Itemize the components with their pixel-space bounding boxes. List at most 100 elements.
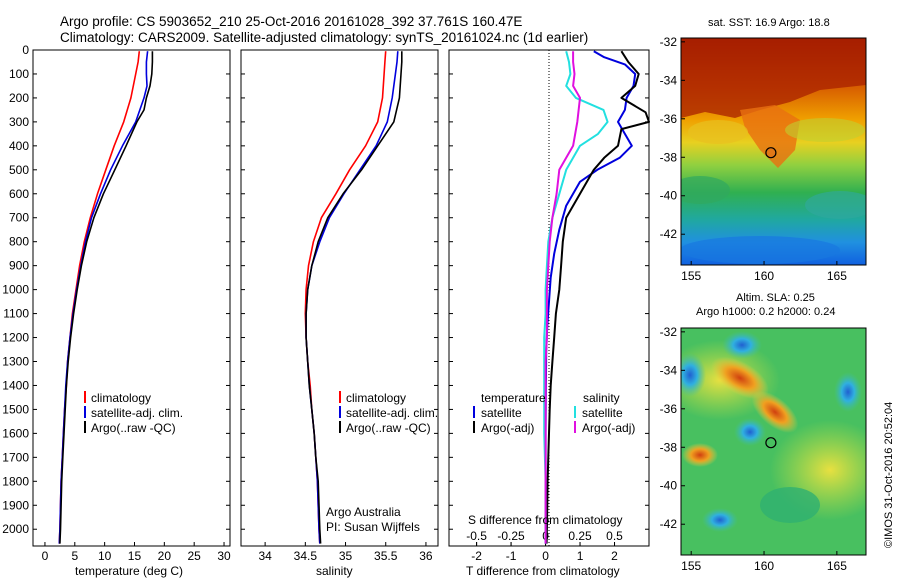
map-y-tick-label: -34: [660, 363, 678, 377]
x-tick-label: -0.5: [466, 529, 487, 543]
x-tick-label: 5: [71, 549, 78, 563]
x-tick-label: 20: [158, 549, 172, 563]
x-tick-label: 0.5: [606, 529, 623, 543]
copyright-text: ©IMOS 31-Oct-2016 20:52:04: [883, 402, 895, 548]
y-tick-label: 1100: [3, 307, 29, 321]
y-tick-label: 900: [9, 259, 29, 273]
salinity-series: [304, 51, 403, 544]
map-y-tick-label: -32: [660, 35, 678, 49]
x-tick-label: 0: [42, 549, 49, 563]
salinity-ticks: 34 34.5 35 35.5 36: [241, 49, 438, 563]
y-tick-label: 300: [9, 115, 29, 129]
y-tick-label: 1400: [2, 378, 29, 392]
difference-legend: temperature satellite Argo(-adj) salinit…: [473, 391, 635, 435]
y-tick-label: 1200: [2, 331, 29, 345]
temperature-series: [58, 51, 154, 544]
sst-map-title: sat. SST: 16.9 Argo: 18.8: [708, 17, 830, 29]
map-y-tick-label: -40: [660, 479, 678, 493]
x-tick-label: 25: [188, 549, 202, 563]
x-tick-label: 2: [611, 549, 618, 563]
sla-map-subtitle: Argo h1000: 0.2 h2000: 0.24: [696, 306, 835, 318]
legend-climatology-label: climatology: [91, 391, 151, 405]
legend-t-satellite-label: satellite: [481, 406, 522, 420]
x-tick-label: -1: [506, 549, 517, 563]
temperature-x-label: temperature (deg C): [75, 564, 183, 578]
difference-line-s-satellite: [543, 50, 609, 544]
pi-text: PI: Susan Wijffels: [326, 520, 420, 534]
y-tick-label: 1700: [2, 450, 29, 464]
map-y-tick-label: -42: [660, 517, 678, 531]
y-tick-label: 100: [9, 67, 29, 81]
legend-temperature-title: temperature: [481, 391, 546, 405]
map-x-tick-label: 165: [827, 559, 847, 573]
legend-argo-label: Argo(..raw -QC): [346, 421, 431, 435]
map-x-tick-label: 165: [827, 269, 847, 283]
salinity-legend: climatology satellite-adj. clim. Argo(..…: [339, 391, 438, 435]
difference-series: [543, 50, 650, 544]
legend-climatology-label: climatology: [346, 391, 406, 405]
map-y-tick-label: -38: [660, 440, 678, 454]
temperature-line-argo-raw-qc: [59, 51, 154, 544]
temperature-legend: climatology satellite-adj. clim. Argo(..…: [84, 391, 183, 435]
map-y-tick-label: -32: [660, 325, 678, 339]
y-tick-label: 500: [9, 163, 29, 177]
y-tick-label: 400: [9, 139, 29, 153]
figure-title-line2: Climatology: CARS2009. Satellite-adjuste…: [60, 30, 588, 45]
sla-map-title: Altim. SLA: 0.25: [736, 292, 815, 304]
x-tick-label: 0.25: [568, 529, 592, 543]
x-tick-label: 34.5: [294, 549, 318, 563]
legend-s-argo-label: Argo(-adj): [582, 421, 635, 435]
map-y-tick-label: -36: [660, 112, 678, 126]
temperature-panel: 0100200300400500600700800900100011001200…: [2, 43, 231, 578]
legend-argo-label: Argo(..raw -QC): [91, 421, 176, 435]
y-tick-label: 1500: [2, 402, 29, 416]
map-x-tick-label: 160: [754, 269, 774, 283]
salinity-line-argo-raw-qc: [305, 51, 403, 544]
salinity-panel: 34 34.5 35 35.5 36 salinity climatology sate…: [240, 49, 439, 578]
map-y-tick-label: -42: [660, 227, 678, 241]
x-tick-label: -0.25: [497, 529, 525, 543]
y-tick-label: 1300: [2, 354, 29, 368]
sst-map-frame: [680, 37, 867, 266]
legend-satellite-label: satellite-adj. clim.: [91, 406, 183, 420]
figure-title-line1: Argo profile: CS 5903652_210 25-Oct-2016…: [60, 14, 522, 29]
legend-salinity-title: salinity: [583, 391, 620, 405]
legend-s-satellite-label: satellite: [582, 406, 623, 420]
sla-map-frame: [680, 327, 867, 556]
legend-satellite-label: satellite-adj. clim.: [346, 406, 438, 420]
temperature-ticks: 0100200300400500600700800900100011001200…: [2, 43, 231, 563]
y-tick-label: 0: [22, 43, 29, 57]
y-tick-label: 600: [9, 187, 29, 201]
difference-line-t-argo-adj: [545, 50, 650, 544]
map-x-tick-label: 160: [754, 559, 774, 573]
argo-location-marker: [765, 437, 777, 449]
y-tick-label: 1900: [2, 498, 29, 512]
legend-t-argo-label: Argo(-adj): [481, 421, 534, 435]
difference-line-s-argo-adj: [544, 51, 581, 544]
x-tick-label: 15: [128, 549, 142, 563]
sla-map-field: [681, 328, 866, 555]
map-x-tick-label: 155: [681, 559, 701, 573]
y-tick-label: 2000: [2, 522, 29, 536]
map-y-tick-label: -34: [660, 73, 678, 87]
y-tick-label: 700: [9, 211, 29, 225]
map-y-tick-label: -38: [660, 150, 678, 164]
y-tick-label: 800: [9, 235, 29, 249]
difference-ticks: -2 -1 0 1 2-0.5 -0.25 0 0.25 0.5: [449, 49, 649, 563]
x-tick-label: -2: [471, 549, 482, 563]
credit-text: Argo Australia: [326, 505, 401, 519]
sst-map: sat. SST: 16.9 Argo: 18.8 155 160 165 -32 -3…: [660, 17, 867, 283]
salinity-plot-frame: [240, 49, 439, 547]
y-tick-label: 1000: [2, 283, 29, 297]
x-tick-label: 10: [98, 549, 112, 563]
x-tick-label: 36: [419, 549, 433, 563]
x-tick-label: 30: [217, 549, 231, 563]
y-tick-label: 1600: [2, 426, 29, 440]
map-x-tick-label: 155: [681, 269, 701, 283]
y-tick-label: 1800: [2, 474, 29, 488]
x-tick-label: 0: [542, 549, 549, 563]
difference-panel: -2 -1 0 1 2-0.5 -0.25 0 0.25 0.5 S difference fr…: [448, 49, 650, 578]
x-tick-label: 35.5: [374, 549, 398, 563]
s-difference-label: S difference from climatology: [468, 513, 623, 527]
